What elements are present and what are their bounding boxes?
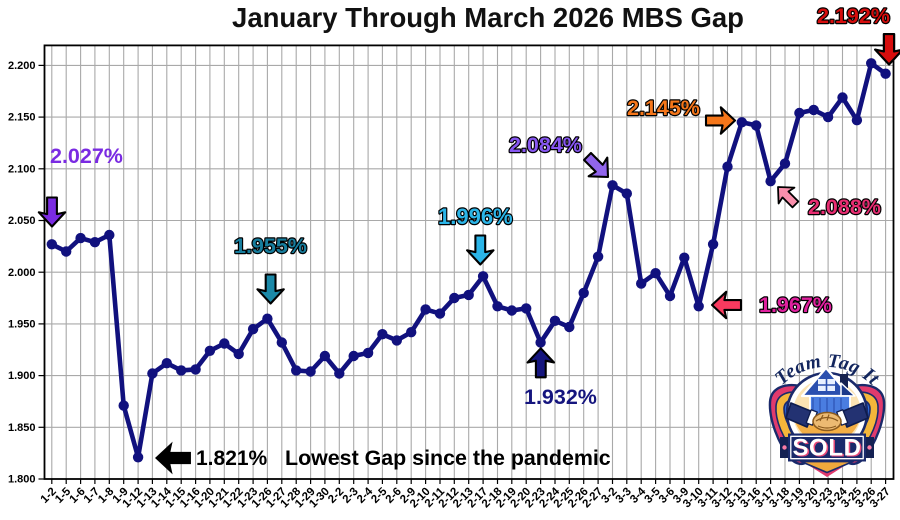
svg-text:2.145%: 2.145% bbox=[627, 96, 700, 120]
svg-text:1.932%: 1.932% bbox=[524, 385, 597, 409]
svg-text:1.900: 1.900 bbox=[8, 370, 36, 382]
svg-text:1.955%: 1.955% bbox=[234, 234, 307, 258]
svg-text:SOLD: SOLD bbox=[792, 435, 861, 462]
svg-text:1.800: 1.800 bbox=[8, 474, 36, 486]
svg-text:2.050: 2.050 bbox=[8, 215, 36, 227]
svg-text:January Through March 2026 MBS: January Through March 2026 MBS Gap bbox=[232, 2, 744, 33]
svg-text:2.150: 2.150 bbox=[8, 112, 36, 124]
svg-text:2.192%: 2.192% bbox=[817, 4, 890, 28]
svg-text:2.027%: 2.027% bbox=[50, 144, 123, 168]
svg-text:1.821%: 1.821% bbox=[196, 447, 268, 470]
svg-text:1.996%: 1.996% bbox=[438, 204, 513, 229]
svg-text:1.967%: 1.967% bbox=[759, 293, 832, 317]
svg-text:SOLD: SOLD bbox=[794, 436, 863, 463]
svg-text:2.145%: 2.145% bbox=[627, 96, 700, 120]
svg-text:2.088%: 2.088% bbox=[808, 195, 881, 219]
svg-text:2.088%: 2.088% bbox=[808, 195, 881, 219]
svg-text:1.955%: 1.955% bbox=[234, 234, 307, 258]
svg-text:1.850: 1.850 bbox=[8, 422, 36, 434]
svg-text:1.967%: 1.967% bbox=[759, 293, 832, 317]
svg-text:Lowest Gap since the pandemic: Lowest Gap since the pandemic bbox=[285, 446, 611, 470]
svg-text:2.100: 2.100 bbox=[8, 163, 36, 175]
svg-text:1.996%: 1.996% bbox=[438, 204, 513, 229]
svg-text:2.192%: 2.192% bbox=[817, 4, 890, 28]
svg-text:1.950: 1.950 bbox=[8, 319, 36, 331]
svg-text:2.200: 2.200 bbox=[8, 60, 36, 72]
svg-text:2.000: 2.000 bbox=[8, 267, 36, 279]
svg-text:2.084%: 2.084% bbox=[509, 133, 582, 157]
svg-text:2.084%: 2.084% bbox=[509, 133, 582, 157]
